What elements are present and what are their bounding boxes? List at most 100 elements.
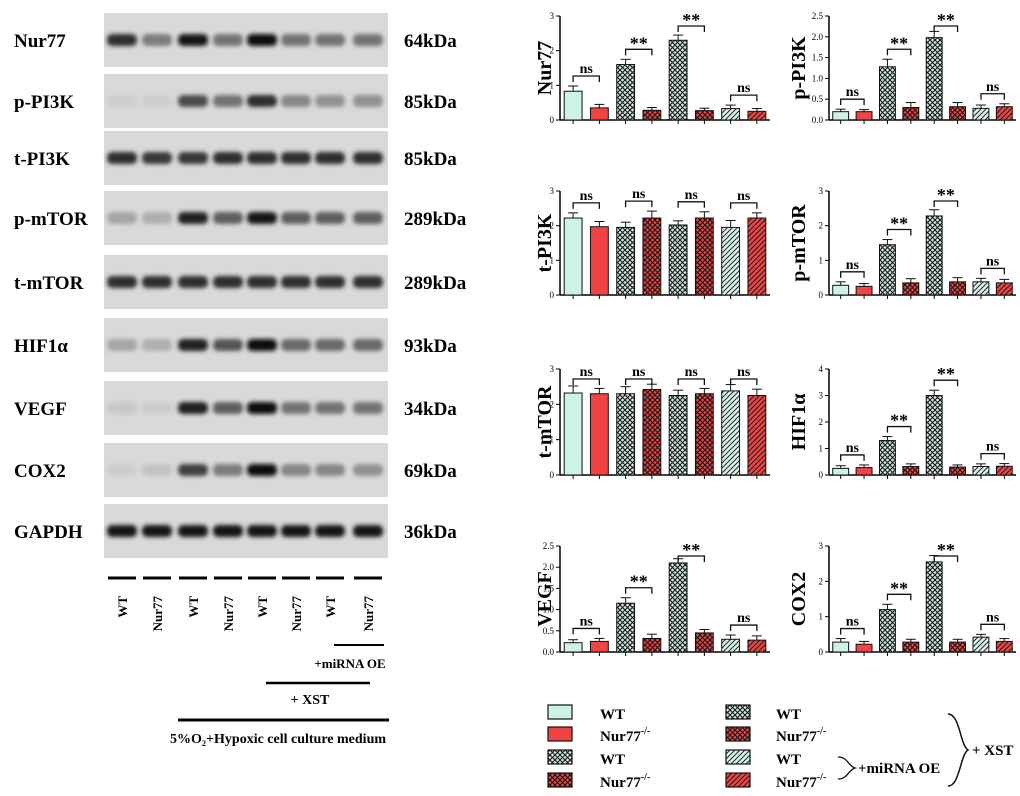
y-tick-label: 1 bbox=[550, 80, 555, 90]
blot-band bbox=[247, 34, 277, 46]
blot-band bbox=[107, 402, 137, 414]
significance-label: ns bbox=[632, 365, 646, 380]
bar bbox=[563, 217, 583, 296]
bar bbox=[616, 64, 636, 121]
molecular-weight-label: 64kDa bbox=[404, 31, 457, 52]
y-tick-label: 3 bbox=[819, 391, 824, 401]
blot-band bbox=[353, 276, 383, 288]
significance-bracket bbox=[886, 228, 912, 236]
blot-band bbox=[107, 212, 137, 224]
bar bbox=[694, 217, 714, 296]
significance-bracket bbox=[980, 93, 1005, 100]
bar bbox=[668, 224, 688, 296]
bar bbox=[902, 641, 920, 653]
significance-bracket bbox=[572, 627, 601, 635]
significance-label: ** bbox=[682, 10, 700, 30]
significance-bracket bbox=[840, 98, 865, 106]
bar-chart: 0 1 2 3 ns ns ns ns t-mTOR bbox=[534, 364, 770, 480]
blot-band bbox=[213, 402, 243, 414]
bar bbox=[668, 395, 688, 476]
blot-band bbox=[178, 339, 208, 351]
significance-label: ** bbox=[890, 214, 908, 234]
significance-bracket bbox=[840, 454, 865, 461]
bar bbox=[972, 107, 990, 121]
protein-label: t-PI3K bbox=[14, 149, 70, 170]
bar-chart: 0.0 0.5 1.0 1.5 2.0 2.5 ns ** ** ns VEGF bbox=[534, 540, 770, 657]
mirna-label: +miRNA OE bbox=[314, 656, 385, 671]
significance-label: ** bbox=[630, 572, 648, 592]
significance-bracket bbox=[624, 48, 653, 56]
blot-band bbox=[315, 152, 345, 164]
significance-label: ns bbox=[737, 189, 751, 204]
bar bbox=[721, 108, 741, 121]
significance-bracket bbox=[677, 378, 706, 385]
significance-bracket bbox=[729, 202, 758, 209]
blot-band bbox=[247, 339, 277, 351]
y-axis-label: p-mTOR bbox=[788, 204, 810, 282]
bar-chart: 0 1 2 3 ns ** ** ns COX2 bbox=[788, 540, 1016, 657]
bar bbox=[995, 465, 1013, 476]
lane-label: WT bbox=[255, 596, 270, 618]
y-tick-label: 1.5 bbox=[543, 583, 555, 593]
y-tick-label: 2 bbox=[550, 46, 555, 56]
blot-band bbox=[142, 464, 172, 476]
blot-row: t-mTOR 289kDa bbox=[14, 255, 467, 309]
blot-band bbox=[315, 34, 345, 46]
bar bbox=[721, 638, 741, 653]
protein-label: p-mTOR bbox=[14, 209, 88, 230]
blot-band bbox=[107, 276, 137, 288]
bar-chart: 0 1 2 3 ns ** ** ns Nur77 bbox=[534, 10, 770, 125]
bar bbox=[832, 284, 850, 296]
y-axis-label: t-mTOR bbox=[534, 385, 556, 459]
xst-brace bbox=[947, 713, 970, 787]
blot-band bbox=[353, 402, 383, 414]
xst-legend-label: + XST bbox=[972, 743, 1013, 759]
y-tick-label: 1 bbox=[819, 444, 824, 454]
y-tick-label: 2.5 bbox=[812, 11, 824, 21]
protein-label: VEGF bbox=[14, 399, 67, 420]
bar bbox=[878, 66, 896, 121]
blot-band bbox=[315, 525, 345, 537]
blot-band bbox=[213, 34, 243, 46]
blot-band bbox=[107, 464, 137, 476]
blot-band bbox=[247, 402, 277, 414]
blot-band bbox=[142, 212, 172, 224]
y-tick-label: 0.5 bbox=[812, 94, 824, 104]
legend-label: WT bbox=[776, 752, 801, 768]
significance-bracket bbox=[729, 624, 758, 632]
legend-swatch bbox=[547, 704, 573, 720]
bar bbox=[642, 109, 662, 121]
bar bbox=[832, 641, 850, 653]
significance-label: ns bbox=[986, 610, 1000, 625]
legend-swatch bbox=[547, 772, 573, 788]
blot-row: VEGF 34kDa bbox=[14, 381, 457, 435]
significance-label: ** bbox=[890, 411, 908, 431]
bar bbox=[642, 388, 662, 476]
legend-swatch bbox=[725, 726, 751, 742]
protein-label: COX2 bbox=[14, 461, 66, 482]
bar bbox=[995, 282, 1013, 296]
bar bbox=[616, 602, 636, 653]
legend-swatch bbox=[725, 749, 751, 765]
blot-band bbox=[142, 34, 172, 46]
significance-bracket bbox=[729, 94, 758, 102]
bar bbox=[721, 390, 741, 476]
hypoxia-label: 5%O₂+Hypoxic cell culture medium bbox=[170, 732, 386, 747]
blot-band bbox=[281, 34, 311, 46]
bar bbox=[694, 110, 714, 121]
legend-swatch bbox=[547, 726, 573, 742]
legend-superscript: -/- bbox=[641, 772, 650, 783]
significance-bracket bbox=[980, 267, 1005, 275]
lane-label: WT bbox=[186, 596, 201, 618]
bar bbox=[972, 466, 990, 476]
blot-band bbox=[213, 339, 243, 351]
blot-band bbox=[213, 95, 243, 107]
bar bbox=[694, 632, 714, 653]
blot-band bbox=[178, 402, 208, 414]
blot-band bbox=[142, 525, 172, 537]
significance-bracket bbox=[572, 202, 601, 209]
significance-label: ns bbox=[580, 62, 594, 77]
blot-band bbox=[353, 464, 383, 476]
blot-band bbox=[281, 212, 311, 224]
significance-bracket bbox=[980, 452, 1005, 460]
